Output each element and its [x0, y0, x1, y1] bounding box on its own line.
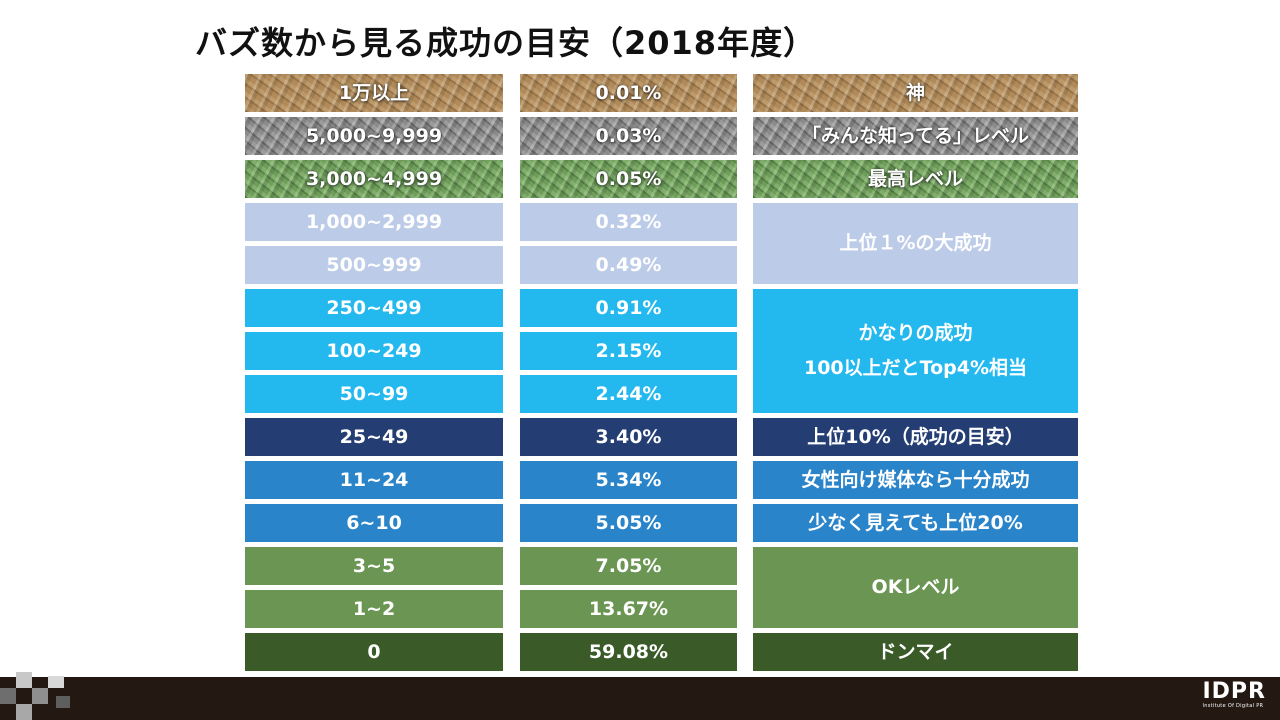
label-top-level: 最高レベル: [753, 160, 1078, 198]
percent-cell: 59.08%: [520, 633, 737, 671]
label-top1: 上位１%の大成功: [753, 203, 1078, 284]
percent-cell: 2.15%: [520, 332, 737, 370]
label-top20: 少なく見えても上位20%: [753, 504, 1078, 542]
label-considerable: かなりの成功 100以上だとTop4%相当: [753, 289, 1078, 413]
range-cell: 1,000~2,999: [245, 203, 503, 241]
range-cell: 1~2: [245, 590, 503, 628]
label-everyone-knows: 「みんな知ってる」レベル: [753, 117, 1078, 155]
percent-cell: 0.91%: [520, 289, 737, 327]
percent-cell: 13.67%: [520, 590, 737, 628]
range-cell: 11~24: [245, 461, 503, 499]
label-donmai: ドンマイ: [753, 633, 1078, 671]
decorative-square: [32, 688, 48, 704]
decorative-square: [56, 696, 70, 708]
range-cell: 6~10: [245, 504, 503, 542]
percent-cell: 0.49%: [520, 246, 737, 284]
percent-cell: 0.05%: [520, 160, 737, 198]
label-top10: 上位10%（成功の目安）: [753, 418, 1078, 456]
label-women-media: 女性向け媒体なら十分成功: [753, 461, 1078, 499]
percent-cell: 0.01%: [520, 74, 737, 112]
range-cell: 0: [245, 633, 503, 671]
decorative-square: [48, 676, 64, 688]
percent-cell: 7.05%: [520, 547, 737, 585]
label-considerable-line2: 100以上だとTop4%相当: [803, 357, 1027, 379]
idpr-logo: IDPR Institute Of Digital PR: [1202, 681, 1266, 710]
label-considerable-line1: かなりの成功: [858, 322, 973, 345]
footer-bar: [0, 677, 1280, 720]
decorative-square: [16, 704, 32, 720]
percent-cell: 5.05%: [520, 504, 737, 542]
range-cell: 5,000~9,999: [245, 117, 503, 155]
percent-cell: 2.44%: [520, 375, 737, 413]
range-cell: 1万以上: [245, 74, 503, 112]
percent-cell: 3.40%: [520, 418, 737, 456]
range-cell: 500~999: [245, 246, 503, 284]
range-cell: 25~49: [245, 418, 503, 456]
range-cell: 50~99: [245, 375, 503, 413]
decorative-square: [16, 672, 32, 688]
percent-cell: 0.32%: [520, 203, 737, 241]
range-cell: 100~249: [245, 332, 503, 370]
range-cell: 250~499: [245, 289, 503, 327]
label-ok: OKレベル: [753, 547, 1078, 628]
range-cell: 3,000~4,999: [245, 160, 503, 198]
range-cell: 3~5: [245, 547, 503, 585]
logo-subtext: Institute Of Digital PR: [1202, 703, 1264, 709]
percent-cell: 0.03%: [520, 117, 737, 155]
decorative-square: [0, 688, 16, 704]
percent-cell: 5.34%: [520, 461, 737, 499]
logo-text: IDPR: [1202, 679, 1266, 704]
label-god: 神: [753, 74, 1078, 112]
page-title: バズ数から見る成功の目安（2018年度）: [195, 24, 817, 62]
